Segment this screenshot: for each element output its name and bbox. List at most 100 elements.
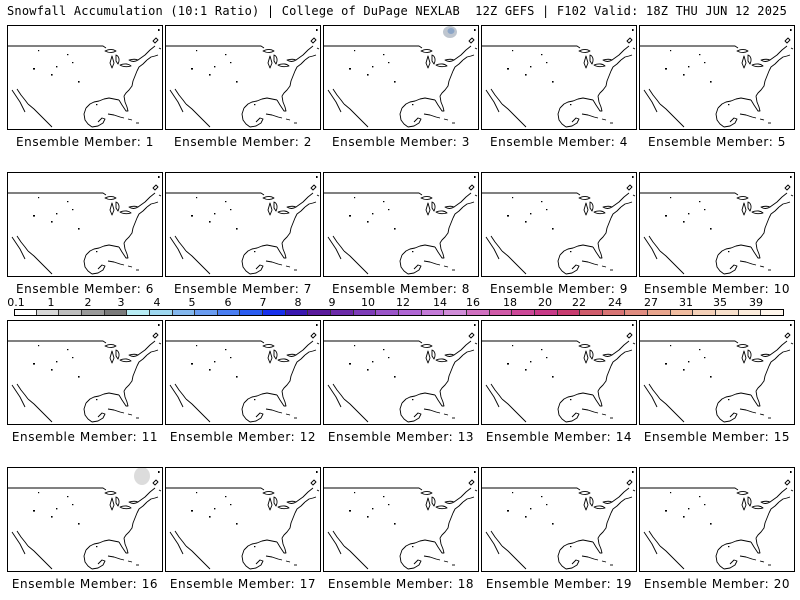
colorbar-tick-label: 0.1 [7,296,25,309]
colorbar-segment [580,309,603,316]
colorbar-tick-label: 12 [396,296,410,309]
colorbar-tick-label: 31 [679,296,693,309]
colorbar-segment [602,309,626,316]
ensemble-member-map [7,467,163,572]
ensemble-member-label: Ensemble Member: 19 [485,577,633,591]
ensemble-member-label: Ensemble Member: 9 [489,282,629,296]
colorbar-tick-label: 16 [466,296,480,309]
ensemble-member-label: Ensemble Member: 18 [327,577,475,591]
colorbar-segment [738,309,762,316]
colorbar-segment [625,309,649,316]
chart-title: Snowfall Accumulation (10:1 Ratio) | Col… [7,4,460,18]
ensemble-member-label: Ensemble Member: 16 [11,577,159,591]
snowfall-colorbar: 0.1 1 2 3 4 5 6 7 8 9 10 12 14 16 18 20 22 24 27 31 35 39 [7,296,784,318]
ensemble-member-map [7,25,163,130]
colorbar-tick-label: 10 [361,296,375,309]
colorbar-segment [217,309,241,316]
ensemble-member-map [639,320,795,425]
valid-time-title: 12Z GEFS | F102 Valid: 18Z THU JUN 12 20… [475,4,787,18]
colorbar-tick-label: 27 [644,296,658,309]
ensemble-member-map [639,172,795,277]
ensemble-member-map [165,172,321,277]
ensemble-member-map [165,467,321,572]
colorbar-segment [104,309,128,316]
colorbar-segment [14,309,37,316]
colorbar-segment [172,309,196,316]
ensemble-member-map [165,25,321,130]
colorbar-tick-label: 2 [84,296,92,309]
colorbar-tick-label: 14 [433,296,447,309]
ensemble-member-label: Ensemble Member: 2 [173,135,313,149]
colorbar-segment [489,309,513,316]
colorbar-segment [240,309,264,316]
ensemble-member-label: Ensemble Member: 11 [11,430,159,444]
ensemble-member-label: Ensemble Member: 14 [485,430,633,444]
colorbar-tick-label: 9 [328,296,336,309]
colorbar-tick-label: 39 [749,296,763,309]
colorbar-segment [693,309,717,316]
colorbar-tick-label: 8 [294,296,302,309]
colorbar-segment [670,309,694,316]
ensemble-member-map [323,467,479,572]
colorbar-tick-label: 5 [188,296,196,309]
colorbar-tick-label: 18 [503,296,517,309]
colorbar-segment [195,309,218,316]
snowfall-area [134,468,150,485]
snowfall-area [443,26,457,38]
colorbar-tick-label: 1 [47,296,55,309]
ensemble-member-map [323,172,479,277]
ensemble-member-map [323,25,479,130]
colorbar-segment [127,309,150,316]
colorbar-segment [512,309,535,316]
colorbar-tick-label: 6 [224,296,232,309]
colorbar-segment [557,309,581,316]
ensemble-member-label: Ensemble Member: 12 [169,430,317,444]
colorbar-segment [285,309,309,316]
colorbar-tick-label: 4 [153,296,161,309]
ensemble-member-label: Ensemble Member: 4 [489,135,629,149]
colorbar-tick-label: 7 [259,296,267,309]
colorbar-segment [534,309,558,316]
ensemble-member-map [481,25,637,130]
ensemble-member-map [481,320,637,425]
colorbar-segment [353,309,377,316]
ensemble-member-label: Ensemble Member: 8 [331,282,471,296]
ensemble-member-map [481,467,637,572]
ensemble-member-label: Ensemble Member: 5 [647,135,787,149]
colorbar-segment [149,309,173,316]
colorbar-segment [444,309,467,316]
ensemble-member-label: Ensemble Member: 3 [331,135,471,149]
ensemble-member-label: Ensemble Member: 13 [327,430,475,444]
colorbar-tick-label: 3 [117,296,125,309]
ensemble-member-label: Ensemble Member: 6 [15,282,155,296]
colorbar-segment [648,309,671,316]
colorbar-segment [421,309,445,316]
colorbar-segment [399,309,422,316]
colorbar-segment [308,309,332,316]
colorbar-tick-label: 35 [713,296,727,309]
ensemble-member-map [7,172,163,277]
colorbar-tick-label: 22 [572,296,586,309]
colorbar-outline [14,309,784,316]
ensemble-member-label: Ensemble Member: 15 [643,430,791,444]
colorbar-segment [376,309,399,316]
colorbar-segment [81,309,105,316]
ensemble-member-map [481,172,637,277]
colorbar-tick-label: 24 [608,296,622,309]
ensemble-member-label: Ensemble Member: 1 [15,135,155,149]
colorbar-segment [59,309,82,316]
colorbar-segment [36,309,60,316]
ensemble-member-map [165,320,321,425]
colorbar-segment [716,309,739,316]
colorbar-segment [331,309,354,316]
ensemble-member-map [639,467,795,572]
ensemble-member-label: Ensemble Member: 17 [169,577,317,591]
ensemble-member-map [7,320,163,425]
ensemble-member-map [323,320,479,425]
ensemble-member-label: Ensemble Member: 10 [643,282,791,296]
colorbar-segment [263,309,286,316]
ensemble-member-map [639,25,795,130]
colorbar-tick-label: 20 [538,296,552,309]
ensemble-member-label: Ensemble Member: 7 [173,282,313,296]
colorbar-segment [466,309,490,316]
